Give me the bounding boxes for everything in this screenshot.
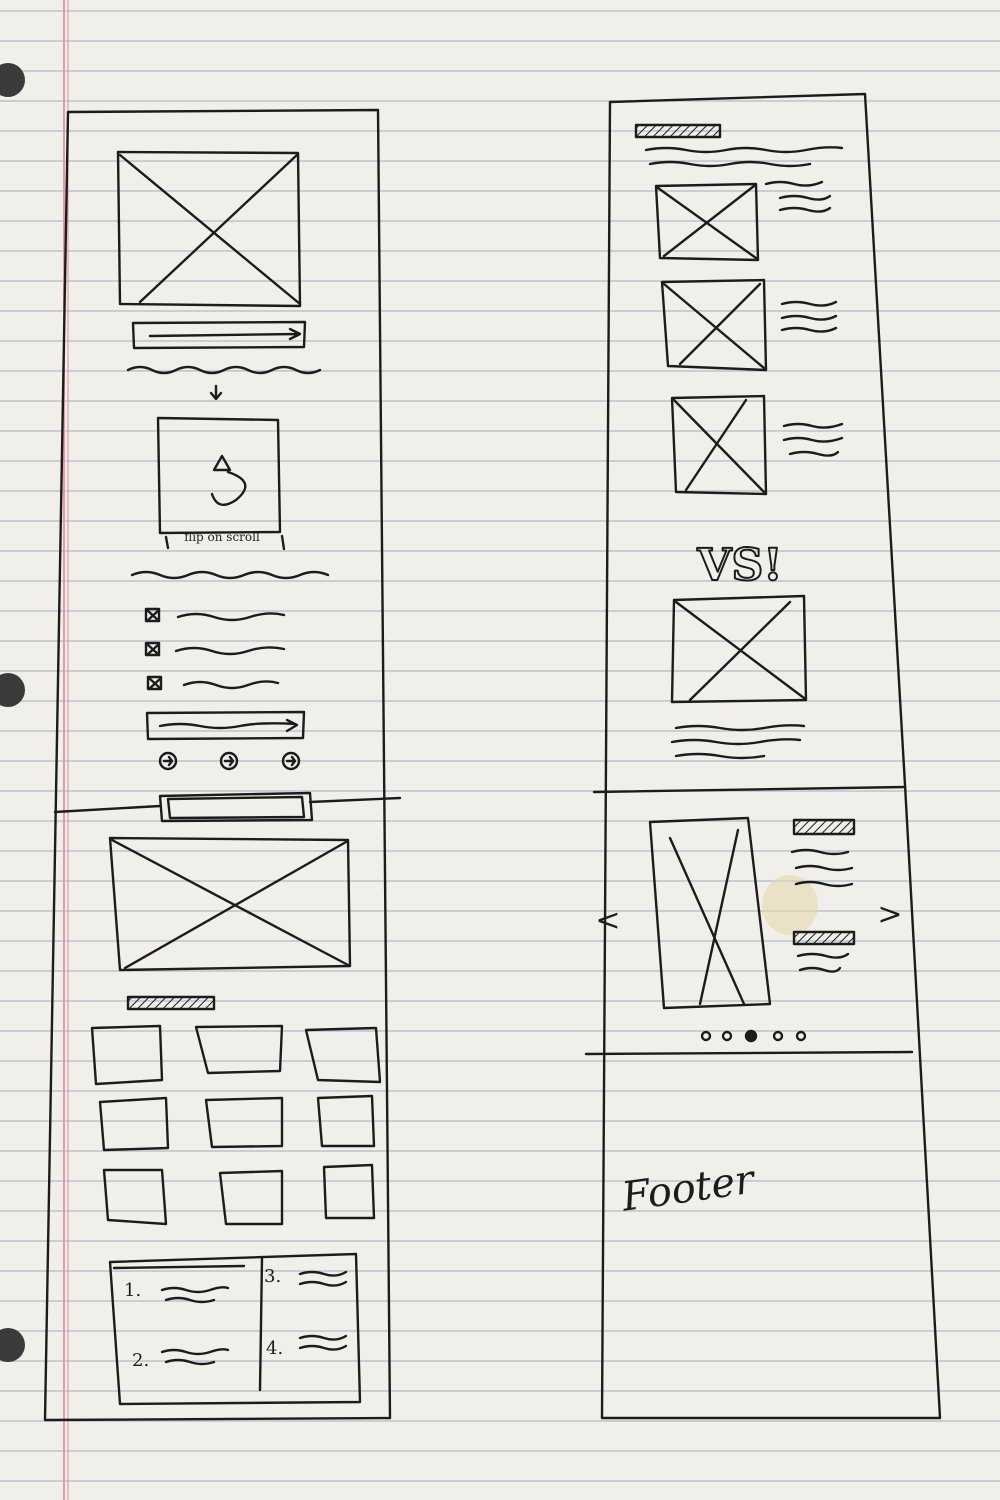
carousel-image-placeholder — [648, 816, 772, 1010]
checklist-item-2 — [144, 641, 286, 657]
article-intro-squiggle — [644, 146, 844, 168]
coffee-stain — [762, 875, 818, 935]
article-heading-bar — [634, 123, 722, 139]
grid-cell-5 — [204, 1096, 284, 1149]
grid-cell-4 — [98, 1096, 170, 1152]
step-icon-1 — [158, 751, 178, 771]
right-section-dividers — [584, 785, 914, 1056]
list-number-3: 3. — [264, 1266, 281, 1287]
carousel-dot-4 — [772, 1030, 784, 1042]
checklist-item-1 — [144, 607, 286, 623]
carousel: < > — [595, 816, 903, 1043]
right-page-frame — [600, 92, 942, 1420]
left-page-frame — [43, 108, 392, 1422]
flip-label: flip on scroll — [184, 530, 260, 544]
section-divider — [53, 791, 402, 823]
binder-hole-middle — [0, 673, 25, 707]
carousel-text-1 — [790, 848, 854, 888]
grid-cell-3 — [304, 1026, 382, 1084]
versus-caption-squiggle — [670, 724, 806, 760]
carousel-text-2 — [796, 952, 850, 973]
list-number-4: 4. — [266, 1338, 283, 1359]
article-row-3 — [670, 394, 844, 496]
grid-cell-8 — [218, 1169, 284, 1226]
binder-hole-bottom — [0, 1328, 25, 1362]
thumbnail-grid — [90, 1024, 382, 1226]
binder-hole-top — [0, 63, 25, 97]
section-caption-squiggle — [130, 570, 330, 580]
versus-image-placeholder — [670, 594, 808, 704]
carousel-heading-bar-2 — [792, 930, 856, 946]
article-row-2 — [660, 278, 838, 372]
grid-cell-6 — [316, 1094, 376, 1148]
grid-cell-1 — [90, 1024, 164, 1086]
grid-cell-2 — [194, 1024, 284, 1075]
step-icon-3 — [281, 751, 301, 771]
vs-heading: VS! — [696, 540, 782, 591]
article-row-1 — [654, 180, 832, 262]
grid-cell-7 — [102, 1168, 168, 1226]
checklist-cta-button — [145, 710, 306, 741]
checklist — [144, 607, 286, 691]
carousel-prev-arrow[interactable]: < — [595, 903, 620, 938]
hero-caption-squiggle — [126, 365, 322, 375]
step-icon-2 — [219, 751, 239, 771]
carousel-dot-3-active — [744, 1029, 758, 1043]
carousel-dot-1 — [700, 1030, 712, 1042]
hero-cta-button — [131, 320, 307, 350]
flip-card-placeholder — [156, 416, 286, 551]
carousel-next-arrow[interactable]: > — [877, 897, 902, 932]
list-number-2: 2. — [132, 1350, 149, 1371]
carousel-dot-5 — [795, 1030, 807, 1042]
down-arrow — [209, 384, 223, 401]
checklist-item-3 — [146, 675, 280, 691]
carousel-dots — [700, 1029, 807, 1043]
feature-image-placeholder — [108, 836, 352, 972]
left-wireframe: flip on scroll — [43, 108, 402, 1422]
grid-heading-bar — [126, 995, 216, 1011]
grid-cell-9 — [322, 1163, 376, 1220]
list-number-1: 1. — [124, 1280, 141, 1301]
carousel-dot-2 — [721, 1030, 733, 1042]
step-icons — [158, 751, 301, 771]
right-wireframe: VS! < > — [584, 92, 942, 1420]
hero-image-placeholder — [116, 150, 302, 308]
numbered-list-box — [108, 1252, 362, 1406]
carousel-heading-bar-1 — [792, 818, 856, 836]
